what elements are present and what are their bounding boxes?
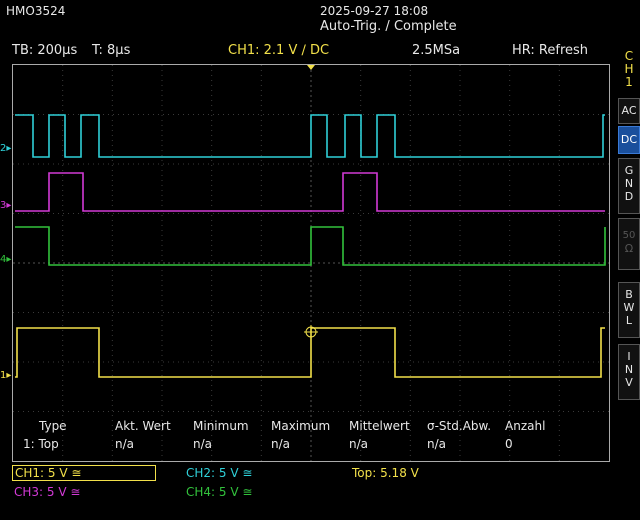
button-label: AC (621, 104, 637, 117)
button-label: DC (620, 133, 638, 146)
ch1-settings[interactable]: CH1: 5 V ≅ (12, 465, 156, 481)
sample-rate[interactable]: 2.5MSa (412, 43, 461, 58)
button-letter: N (624, 177, 634, 190)
measurement-row-type: 1: Top (23, 437, 59, 451)
ch3-trace (15, 172, 605, 212)
ch2-ground-marker[interactable]: 2▸ (0, 143, 12, 154)
ch2-settings[interactable]: CH2: 5 V ≅ (186, 466, 253, 480)
waveform-display[interactable]: Type Akt. Wert Minimum Maximum Mittelwer… (12, 64, 610, 462)
button-letter: I (627, 350, 631, 363)
acquisition-mode[interactable]: HR: Refresh (512, 43, 589, 58)
measurement-row-maximum: n/a (271, 437, 291, 451)
measurement-header-mean: Mittelwert (349, 419, 410, 433)
trigger-time[interactable]: T: 8µs (92, 43, 131, 58)
trigger-setting[interactable]: CH1: 2.1 V ∕ DC (228, 43, 330, 58)
ch3-settings[interactable]: CH3: 5 V ≅ (14, 485, 81, 499)
button-letter: Ω (624, 242, 634, 255)
ch3-ground-marker[interactable]: 3▸ (0, 200, 12, 211)
device-model: HMO3524 (6, 4, 66, 18)
trigger-position-marker (307, 65, 315, 70)
timebase[interactable]: TB: 200µs (12, 43, 78, 58)
side-menu-channel-letter: H (624, 62, 634, 76)
measurement-header-current: Akt. Wert (115, 419, 171, 433)
measurement-header-minimum: Minimum (193, 419, 249, 433)
measurement-row-count: 0 (505, 437, 513, 451)
measurement-header-stddev: σ-Std.Abw. (427, 419, 492, 433)
button-letter: N (624, 363, 634, 376)
bandwidth-limit-button[interactable]: B W L (618, 282, 640, 338)
ch4-ground-marker[interactable]: 4▸ (0, 254, 12, 265)
termination-50-ohm-button[interactable]: 50 Ω (618, 218, 640, 270)
measurement-result: Top: 5.18 V (352, 466, 419, 480)
measurement-row-minimum: n/a (193, 437, 213, 451)
button-letter: 50 (622, 230, 636, 241)
measurement-header-type: Type (39, 419, 67, 433)
measurement-row-mean: n/a (349, 437, 369, 451)
measurement-row-stddev: n/a (427, 437, 447, 451)
button-letter: D (624, 190, 634, 203)
waveform-canvas (13, 65, 609, 461)
invert-button[interactable]: I N V (618, 344, 640, 400)
side-menu-channel-label: C H 1 (620, 50, 638, 89)
coupling-ac-button[interactable]: AC (618, 98, 640, 124)
datetime: 2025-09-27 18:08 (320, 4, 429, 18)
button-letter: L (625, 314, 633, 327)
button-letter: G (624, 164, 634, 177)
coupling-gnd-button[interactable]: G N D (618, 158, 640, 214)
side-menu-channel-letter: 1 (625, 75, 633, 89)
ch4-trace (15, 226, 606, 266)
ch4-settings[interactable]: CH4: 5 V ≅ (186, 485, 253, 499)
measurement-header-maximum: Maximum (271, 419, 331, 433)
button-letter: V (625, 376, 633, 389)
button-letter: B (625, 288, 633, 301)
trigger-status: Auto-Trig. / Complete (320, 19, 457, 34)
button-letter: W (623, 301, 635, 314)
measurement-row-current: n/a (115, 437, 135, 451)
ch1-trace (15, 327, 605, 378)
measurement-header-count: Anzahl (505, 419, 546, 433)
ch1-ground-marker[interactable]: 1▸ (0, 370, 12, 381)
side-menu-channel-letter: C (624, 49, 634, 63)
ch2-trace (15, 114, 605, 158)
coupling-dc-button[interactable]: DC (618, 126, 640, 154)
